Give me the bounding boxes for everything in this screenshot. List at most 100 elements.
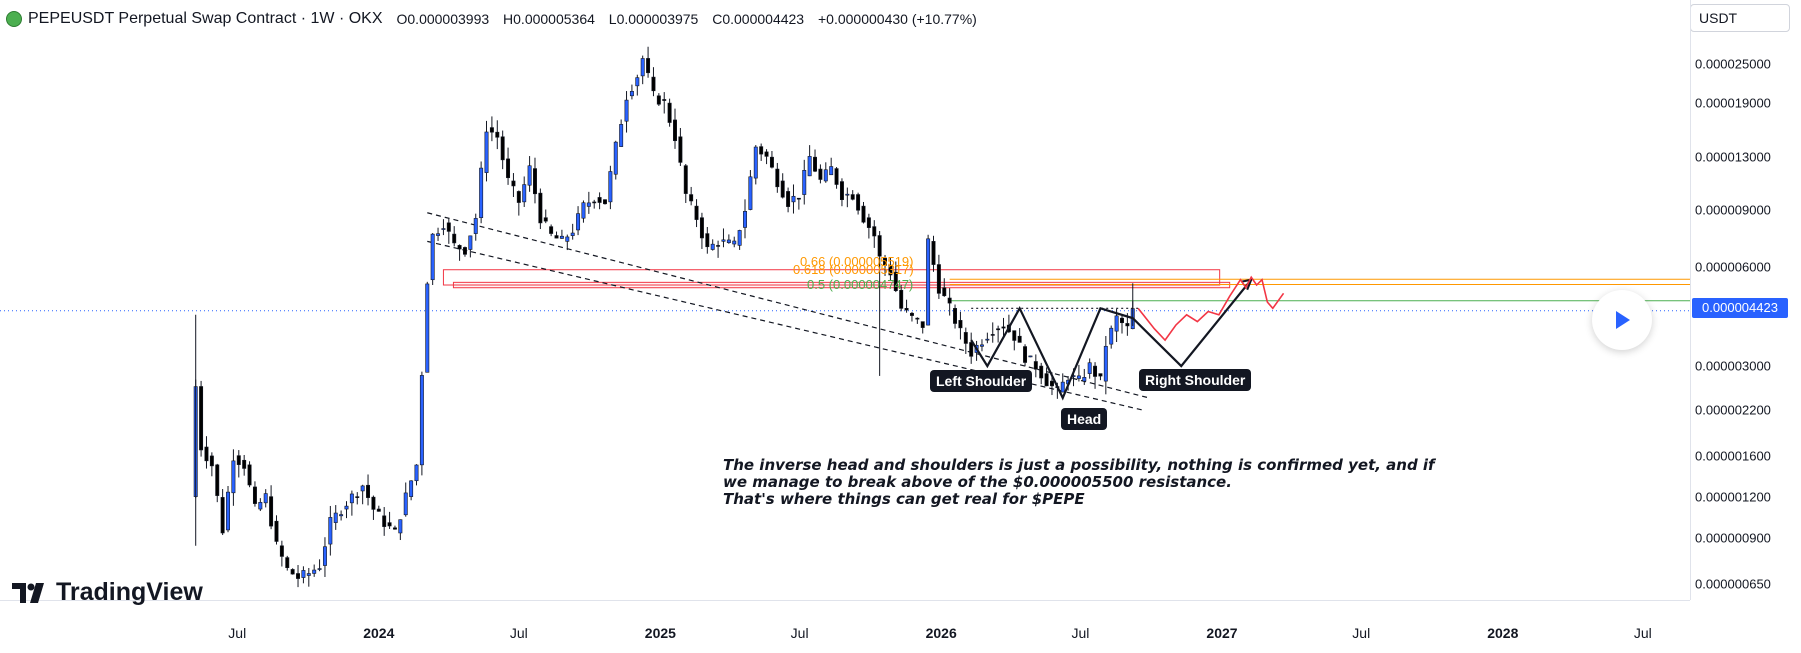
candle — [780, 180, 785, 198]
candle — [495, 131, 500, 138]
candle — [883, 257, 888, 266]
candle — [936, 264, 941, 294]
candle — [839, 181, 844, 200]
candle — [888, 264, 893, 276]
price-chart[interactable] — [0, 0, 1690, 600]
candle — [710, 243, 715, 250]
resistance-zone-box[interactable] — [442, 269, 1221, 286]
candle — [829, 166, 834, 176]
low-value: L0.000003975 — [608, 11, 699, 27]
replay-play-button[interactable] — [1592, 290, 1652, 350]
note-line: That's where things can get real for $PE… — [723, 490, 1085, 508]
candle — [436, 233, 441, 236]
analysis-note[interactable]: The inverse head and shoulders is just a… — [723, 457, 1435, 508]
candle — [726, 239, 731, 243]
candle — [398, 519, 403, 534]
price-tick-label: 0.000000900 — [1695, 530, 1771, 546]
time-axis[interactable]: Jul 2024 Jul 2025 Jul 2026 Jul 2027 Jul 2028 Jul — [0, 600, 1690, 653]
candle — [807, 156, 812, 177]
candle — [527, 165, 532, 186]
candle — [559, 235, 564, 239]
candle — [979, 344, 984, 347]
time-tick-label: 2024 — [363, 625, 395, 641]
right-shoulder-label[interactable]: Right Shoulder — [1139, 369, 1252, 391]
candle — [220, 497, 225, 534]
fib-0618-label[interactable]: 0.618 (0.000005317) — [793, 262, 914, 277]
candle — [322, 546, 327, 566]
symbol-title[interactable]: PEPEUSDT Perpetual Swap Contract · 1W · … — [28, 10, 383, 27]
open-value: O0.000003993 — [396, 11, 490, 27]
price-tick-label: 0.000025000 — [1695, 56, 1771, 72]
trend-line[interactable] — [427, 240, 1144, 411]
candle — [366, 484, 371, 498]
candle — [285, 557, 290, 568]
candle — [382, 515, 387, 527]
candle — [473, 218, 478, 234]
candle — [640, 58, 645, 77]
candle — [333, 512, 338, 523]
candle — [242, 459, 247, 469]
candle — [511, 180, 516, 187]
time-tick-label: Jul — [1633, 625, 1652, 641]
time-tick-label: 2025 — [644, 625, 676, 641]
time-tick-label: 2028 — [1487, 625, 1519, 641]
price-tick-label: 0.000001200 — [1695, 489, 1771, 505]
price-tick-label: 0.000013000 — [1695, 149, 1771, 165]
candle — [813, 156, 817, 172]
candle — [236, 455, 241, 465]
price-tick-label: 0.000001600 — [1695, 448, 1771, 464]
candle — [963, 332, 968, 344]
candle — [533, 168, 537, 195]
candle — [732, 240, 737, 245]
head-label[interactable]: Head — [1061, 408, 1108, 430]
candle — [457, 245, 462, 250]
price-axis[interactable]: 0.000025000 0.000019000 0.000013000 0.00000… — [1690, 0, 1801, 600]
tradingview-logo[interactable]: TradingView — [12, 578, 203, 607]
pattern-zigzag[interactable] — [970, 279, 1253, 401]
candle — [624, 99, 629, 122]
candle — [716, 245, 721, 247]
ohlc-readout: O0.000003993 H0.000005364 L0.000003975 C… — [397, 11, 987, 27]
candle — [893, 271, 898, 291]
high-value: H0.000005364 — [503, 11, 595, 27]
candle — [1001, 326, 1006, 329]
candle — [694, 205, 699, 220]
candle — [371, 496, 376, 510]
candle — [920, 321, 925, 328]
pattern-arrow — [1241, 278, 1253, 291]
candle — [705, 233, 710, 248]
candle — [845, 193, 850, 196]
trend-line[interactable] — [427, 212, 1150, 399]
candle — [489, 127, 494, 133]
candle — [958, 320, 963, 329]
time-tick-label: Jul — [228, 625, 247, 641]
candle — [651, 76, 656, 92]
candle — [662, 99, 667, 101]
fib-05-label[interactable]: 0.5 (0.000004747) — [807, 277, 914, 292]
left-shoulder-label[interactable]: Left Shoulder — [930, 370, 1033, 392]
candle — [215, 464, 220, 496]
candle — [608, 171, 613, 203]
currency-selector[interactable]: USDT — [1690, 4, 1790, 32]
candle — [737, 230, 742, 246]
candle — [274, 520, 279, 542]
candle — [689, 194, 694, 202]
candle — [592, 201, 597, 204]
projection-path[interactable] — [1137, 275, 1285, 342]
candle — [1050, 380, 1054, 387]
candle — [360, 485, 365, 492]
time-tick-label: 2026 — [925, 625, 957, 641]
candle — [953, 308, 958, 324]
candle — [269, 496, 274, 527]
candle — [872, 226, 877, 237]
candle — [516, 191, 521, 203]
candle — [1044, 373, 1049, 387]
candle — [1060, 381, 1065, 393]
candle — [484, 131, 489, 173]
fib-066-label[interactable]: 0.66 (0.000005519) — [800, 254, 914, 269]
tradingview-logo-icon — [12, 582, 44, 603]
candle — [802, 170, 807, 195]
candle — [1120, 317, 1124, 324]
candle — [613, 141, 618, 175]
candle — [252, 486, 257, 504]
